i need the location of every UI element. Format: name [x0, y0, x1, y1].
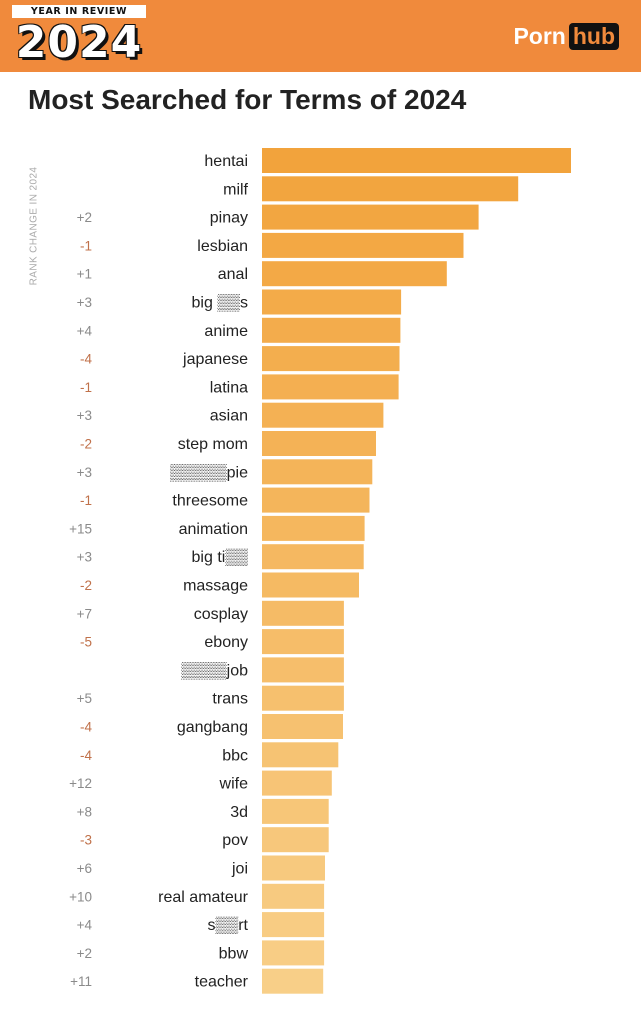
bar-4	[262, 261, 447, 287]
rank-change-22: +12	[69, 776, 92, 791]
bar-25	[262, 855, 325, 881]
term-label-1: milf	[223, 181, 248, 198]
term-label-19: trans	[212, 691, 248, 708]
rank-change-19: +5	[77, 691, 92, 706]
bar-3	[262, 232, 464, 258]
bar-28	[262, 940, 325, 966]
bar-5	[262, 289, 402, 315]
bar-19	[262, 685, 344, 711]
logo-text-left: Porn	[513, 22, 566, 49]
term-label-27: s▒▒rt	[208, 916, 249, 934]
rank-change-20: -4	[80, 720, 92, 735]
bar-20	[262, 714, 343, 739]
logo-text-right: hub	[568, 22, 619, 50]
bar-17	[262, 629, 344, 655]
rank-change-3: -1	[80, 238, 92, 253]
chart-title: Most Searched for Terms of 2024	[28, 84, 467, 115]
rank-change-27: +4	[77, 918, 93, 933]
term-label-9: asian	[210, 408, 248, 425]
term-label-7: japanese	[182, 351, 248, 368]
term-label-8: latina	[210, 379, 248, 396]
term-label-20: gangbang	[177, 719, 248, 736]
rank-change-10: -2	[80, 437, 92, 452]
bar-12	[262, 487, 370, 513]
term-label-14: big ti▒▒	[192, 548, 249, 566]
header-banner: YEAR IN REVIEW 2024 Porn hub	[0, 0, 641, 72]
term-label-21: bbc	[222, 747, 248, 764]
bar-29	[262, 968, 324, 994]
bar-8	[262, 374, 399, 400]
term-label-24: pov	[222, 832, 248, 849]
rank-change-7: -4	[80, 352, 92, 367]
term-label-15: massage	[183, 578, 248, 595]
bar-14	[262, 544, 364, 570]
term-label-17: ebony	[204, 634, 248, 651]
rank-change-9: +3	[77, 408, 92, 423]
bar-9	[262, 402, 384, 428]
bar-10	[262, 431, 376, 456]
badge-caption: YEAR IN REVIEW	[12, 5, 146, 18]
bar-24	[262, 827, 329, 853]
term-label-13: animation	[179, 521, 248, 538]
rank-change-28: +2	[77, 946, 92, 961]
rank-change-16: +7	[77, 606, 92, 621]
bar-1	[262, 176, 519, 202]
term-label-10: step mom	[178, 436, 248, 453]
rank-change-12: -1	[80, 493, 92, 508]
bar-2	[262, 204, 479, 230]
rank-change-15: -2	[80, 578, 92, 593]
term-label-6: anime	[204, 323, 248, 340]
bar-0	[262, 148, 571, 173]
term-label-22: wife	[219, 776, 249, 793]
rank-change-4: +1	[77, 267, 92, 282]
term-label-4: anal	[218, 266, 248, 283]
bar-13	[262, 515, 365, 541]
bar-18	[262, 657, 344, 683]
rank-change-24: -3	[80, 833, 92, 848]
term-label-3: lesbian	[197, 238, 248, 255]
rank-change-5: +3	[77, 295, 92, 310]
bar-15	[262, 572, 359, 598]
rank-change-13: +15	[69, 521, 92, 536]
badge-year: 2024	[15, 17, 143, 68]
term-label-2: pinay	[210, 210, 248, 227]
rank-change-25: +6	[77, 861, 92, 876]
rank-change-21: -4	[80, 748, 92, 763]
year-in-review-badge: YEAR IN REVIEW 2024	[8, 3, 150, 69]
rank-change-23: +8	[77, 804, 92, 819]
term-label-12: threesome	[172, 493, 248, 510]
bar-26	[262, 883, 325, 909]
bar-6	[262, 317, 401, 343]
rank-change-17: -5	[80, 635, 92, 650]
rank-change-26: +10	[69, 889, 92, 904]
rank-change-11: +3	[77, 465, 92, 480]
bar-11	[262, 459, 373, 485]
rank-change-29: +11	[70, 974, 92, 989]
term-label-0: hentai	[204, 153, 248, 170]
term-label-29: teacher	[195, 974, 249, 991]
term-label-18: ▒▒▒▒job	[181, 661, 248, 679]
bar-23	[262, 798, 329, 824]
bar-22	[262, 770, 332, 796]
term-label-16: cosplay	[194, 606, 248, 623]
bar-27	[262, 912, 325, 938]
bar-7	[262, 346, 400, 372]
term-label-28: bbw	[219, 945, 249, 962]
pornhub-logo: Porn hub	[513, 22, 619, 50]
term-label-26: real amateur	[158, 889, 248, 906]
rank-change-2: +2	[77, 210, 92, 225]
term-label-5: big ▒▒s	[192, 294, 248, 312]
term-label-11: ▒▒▒▒▒pie	[170, 463, 248, 481]
term-label-23: 3d	[230, 804, 248, 821]
rank-change-14: +3	[77, 550, 92, 565]
rank-change-6: +4	[77, 323, 93, 338]
rank-change-8: -1	[80, 380, 92, 395]
bar-21	[262, 742, 339, 768]
term-label-25: joi	[231, 861, 248, 878]
bar-16	[262, 600, 344, 626]
